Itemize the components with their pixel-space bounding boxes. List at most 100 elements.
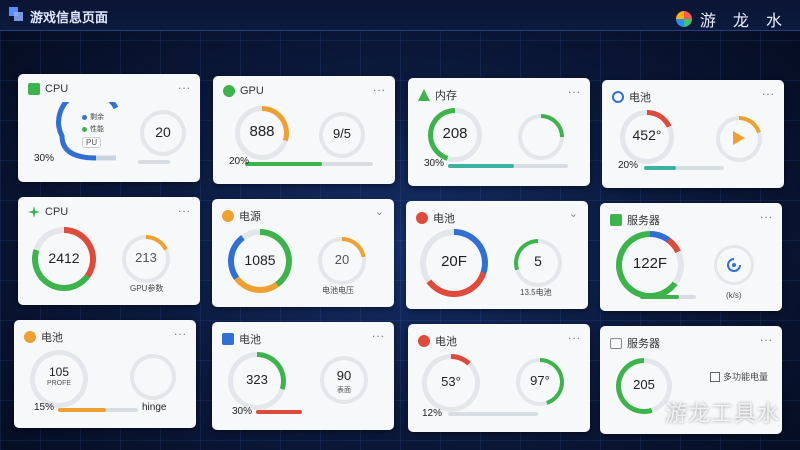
cpu-arc: [56, 102, 119, 161]
more-menu-icon[interactable]: ...: [761, 84, 775, 98]
more-menu-icon[interactable]: ...: [759, 207, 773, 221]
card-title: 电池: [433, 213, 455, 225]
card-memory[interactable]: 内存 ... 208 30%: [408, 78, 590, 186]
ring-gauge: 205: [616, 358, 672, 414]
card-title: 服务器: [627, 338, 660, 350]
cpu-icon: [28, 206, 40, 218]
ring-gauge: [518, 114, 564, 160]
ring-gauge: 20F: [420, 229, 488, 297]
ring-value: 122F: [632, 255, 668, 272]
ring-value: 90: [336, 368, 352, 383]
ring-value: 20F: [441, 253, 467, 270]
card-header: 电池: [418, 333, 457, 349]
corner-value: 20%: [229, 156, 250, 167]
brand: 游 龙 水: [675, 7, 788, 31]
ring-gauge: 122F: [616, 231, 684, 299]
ring-gauge: [714, 245, 754, 285]
ring-gauge: 2412: [32, 227, 96, 291]
ring-gauge: 97°: [516, 358, 564, 406]
corner-value: 30%: [232, 406, 253, 417]
card-title: 电池: [435, 336, 457, 348]
more-menu-icon[interactable]: ...: [371, 326, 385, 340]
battery-icon: [222, 333, 234, 345]
ring-value: 9/5: [332, 126, 352, 141]
ring-gauge: [716, 116, 762, 162]
card-title: CPU: [45, 83, 69, 95]
ring-subtext: 表面: [337, 387, 351, 394]
card-header: 服务器: [610, 212, 660, 228]
card-header: 电池: [222, 331, 261, 347]
top-bar: 游戏信息页面 游 龙 水: [0, 0, 800, 31]
tag-pill: PU: [82, 137, 102, 148]
chevron-down-icon[interactable]: ⌄: [568, 208, 578, 220]
more-menu-icon[interactable]: ...: [177, 201, 191, 215]
card-battery-4[interactable]: 电池 ... 323 90 表面 30%: [212, 322, 394, 430]
more-menu-icon[interactable]: ...: [372, 80, 386, 94]
progress-bar: [448, 412, 538, 416]
ring-value: 105: [48, 365, 70, 379]
card-title: 电池: [41, 332, 63, 344]
play-icon[interactable]: [733, 131, 745, 145]
ring-value: 2412: [48, 250, 80, 266]
battery-icon: [416, 212, 428, 224]
more-menu-icon[interactable]: ...: [567, 82, 581, 96]
progress-bar: [256, 410, 302, 414]
memory-icon: [418, 89, 430, 101]
server-icon: [610, 214, 622, 226]
more-menu-icon[interactable]: ...: [567, 328, 581, 342]
more-menu-icon[interactable]: ...: [177, 78, 191, 92]
card-cpu[interactable]: CPU ... 剩余 性能 PU 20 30%: [18, 74, 200, 182]
page-title: 游戏信息页面: [30, 10, 109, 25]
card-title: GPU: [240, 85, 264, 97]
ring-value: 205: [633, 377, 655, 392]
card-battery-5[interactable]: 电池 ... 53° 97° 12%: [408, 324, 590, 432]
card-header: 电池: [612, 89, 651, 105]
card-battery[interactable]: 电池 ... 452° 20%: [602, 80, 784, 188]
more-menu-icon[interactable]: ...: [173, 324, 187, 338]
ring-gauge: 53°: [422, 354, 480, 412]
card-header: CPU: [28, 83, 68, 95]
card-footnote: 13.5电池: [520, 288, 552, 297]
card-footnote: (k/s): [726, 291, 742, 300]
app-logo-icon: [9, 7, 23, 21]
corner-value: 15%: [34, 402, 55, 413]
chevron-down-icon[interactable]: ⌄: [374, 206, 384, 218]
ring-value: 53°: [441, 374, 461, 389]
card-header: 电池: [24, 329, 63, 345]
card-power[interactable]: 电源 ⌄ 1085 20 电池电压: [212, 199, 394, 307]
card-header: 内存: [418, 87, 457, 103]
progress-bar: [644, 166, 724, 170]
card-header: 电源: [222, 208, 261, 224]
ring-gauge: 1085: [228, 229, 292, 293]
card-title: 电池: [629, 92, 651, 104]
card-battery-2[interactable]: 电池 ⌄ 20F 5 13.5电池: [406, 201, 588, 309]
card-server[interactable]: 服务器 ... 122F (k/s): [600, 203, 782, 311]
refresh-icon[interactable]: [726, 257, 742, 273]
more-menu-icon[interactable]: ...: [759, 330, 773, 344]
side-label: hinge: [142, 402, 167, 413]
ring-gauge: [130, 354, 176, 400]
card-title: 服务器: [627, 215, 660, 227]
card-title: 内存: [435, 90, 457, 102]
ring-gauge: 452°: [620, 110, 674, 164]
card-gpu[interactable]: GPU ... 888 9/5 20%: [213, 76, 395, 184]
watermark: 游龙工具水: [664, 402, 780, 427]
ring-value: 97°: [530, 373, 550, 388]
card-battery-3[interactable]: 电池 ... 105 PROFE 15% hinge: [14, 320, 196, 428]
corner-value: 12%: [422, 408, 443, 419]
progress-bar: [58, 408, 138, 412]
corner-value: 30%: [424, 158, 445, 169]
progress-bar: [448, 164, 568, 168]
battery-icon: [24, 331, 36, 343]
card-cpu-2[interactable]: CPU ... 2412 213 GPU参数: [18, 197, 200, 305]
legend-item: 剩余: [82, 112, 104, 122]
ring-subtext: PROFE: [46, 380, 72, 387]
ring-gauge: 5: [514, 239, 562, 287]
ring-value: 20: [334, 252, 350, 267]
ring-value: 213: [135, 250, 157, 265]
card-server-2[interactable]: 服务器 ... 205 多功能电量: [600, 326, 782, 434]
card-footnote: GPU参数: [130, 284, 164, 293]
ring-value: 5: [534, 253, 542, 269]
ring-gauge: 20: [318, 237, 366, 285]
ring-gauge: 20: [140, 110, 186, 156]
